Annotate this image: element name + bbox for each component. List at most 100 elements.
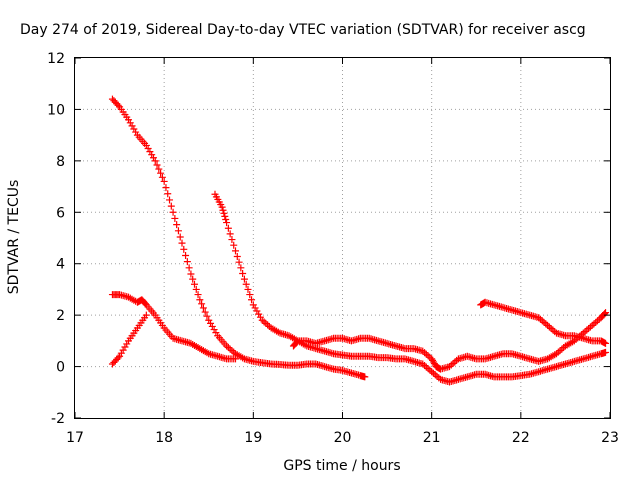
data-point	[117, 349, 125, 357]
data-point	[240, 275, 248, 283]
y-tick-label: 8	[56, 154, 65, 170]
data-point	[189, 275, 197, 283]
data-point	[222, 215, 230, 223]
series-arc-4	[211, 190, 610, 386]
data-point	[547, 325, 555, 333]
data-point	[180, 245, 188, 253]
data-point	[264, 321, 272, 329]
series-arc-6	[477, 298, 610, 347]
data-point	[219, 206, 227, 214]
data-point	[114, 354, 122, 362]
data-point	[224, 224, 232, 232]
data-point	[248, 296, 256, 304]
data-point	[556, 347, 564, 355]
data-point	[178, 239, 186, 247]
y-tick-label: 10	[47, 102, 65, 118]
data-point	[160, 177, 168, 185]
data-point	[149, 154, 157, 162]
data-point	[237, 264, 245, 272]
data-point	[239, 269, 247, 277]
data-point	[123, 340, 131, 348]
data-point	[590, 320, 598, 328]
data-point	[602, 339, 610, 347]
data-point	[155, 165, 163, 173]
y-tick-label: 6	[56, 205, 65, 221]
data-point	[192, 285, 200, 293]
data-point	[176, 233, 184, 241]
data-point	[114, 101, 122, 109]
axis-ticks	[74, 57, 611, 419]
data-point	[588, 321, 596, 329]
data-point	[251, 304, 259, 312]
data-point	[419, 360, 427, 368]
data-point	[558, 345, 566, 353]
data-point	[538, 317, 546, 325]
data-point	[207, 319, 215, 327]
data-point	[228, 347, 236, 355]
data-point	[226, 345, 234, 353]
data-point	[142, 311, 150, 319]
series-arc-3	[108, 311, 150, 368]
x-tick-label: 17	[66, 430, 84, 446]
data-point	[232, 355, 239, 363]
data-point	[121, 343, 129, 351]
data-point	[205, 316, 213, 324]
data-point	[221, 212, 229, 220]
data-point	[210, 326, 218, 334]
data-point	[256, 313, 264, 321]
data-point	[146, 148, 154, 156]
chart-title: Day 274 of 2019, Sidereal Day-to-day VTE…	[20, 22, 586, 38]
data-point	[190, 280, 198, 288]
data-point	[586, 323, 594, 331]
data-point	[602, 348, 610, 356]
data-point	[220, 209, 228, 217]
data-point	[583, 326, 591, 334]
data-point	[449, 359, 457, 367]
axis-tick-labels: 17 18 19 20 21 22 23 -2 0 2 4 6 8 10 12	[47, 51, 619, 446]
data-point	[162, 184, 170, 192]
y-tick-label: 2	[56, 308, 65, 324]
x-tick-label: 23	[601, 430, 619, 446]
y-tick-label: 0	[56, 360, 65, 376]
data-point	[203, 312, 211, 320]
data-point	[242, 280, 250, 288]
data-point	[169, 208, 177, 216]
grid-lines	[75, 58, 610, 418]
y-tick-label: 12	[47, 51, 65, 67]
x-axis-label: GPS time / hours	[283, 458, 400, 474]
data-point	[428, 368, 436, 376]
data-point	[424, 352, 432, 360]
data-point	[542, 320, 550, 328]
y-tick-label: -2	[51, 411, 65, 427]
data-point	[126, 119, 134, 127]
series-arc-1	[108, 95, 369, 381]
data-point	[581, 328, 589, 336]
data-point	[224, 344, 232, 352]
data-point	[361, 373, 369, 381]
data-point	[119, 346, 127, 354]
x-tick-label: 22	[512, 430, 530, 446]
data-point	[422, 363, 430, 371]
data-point	[422, 350, 430, 358]
x-tick-label: 21	[423, 430, 441, 446]
data-point	[194, 291, 202, 299]
data-point	[246, 291, 254, 299]
x-tick-label: 20	[334, 430, 352, 446]
data-point	[167, 202, 175, 210]
data-point	[144, 145, 152, 153]
data-point	[258, 316, 266, 324]
data-point	[431, 371, 439, 379]
data-point	[208, 322, 216, 330]
data-point	[164, 190, 172, 198]
data-point	[183, 258, 191, 266]
data-point	[230, 241, 238, 249]
data-point	[232, 247, 239, 255]
data-point	[446, 363, 453, 371]
data-point	[544, 321, 552, 329]
data-point	[201, 308, 209, 316]
data-point	[196, 296, 204, 304]
series-arc-5	[289, 309, 610, 373]
data-point	[228, 236, 236, 244]
data-point	[151, 157, 159, 165]
